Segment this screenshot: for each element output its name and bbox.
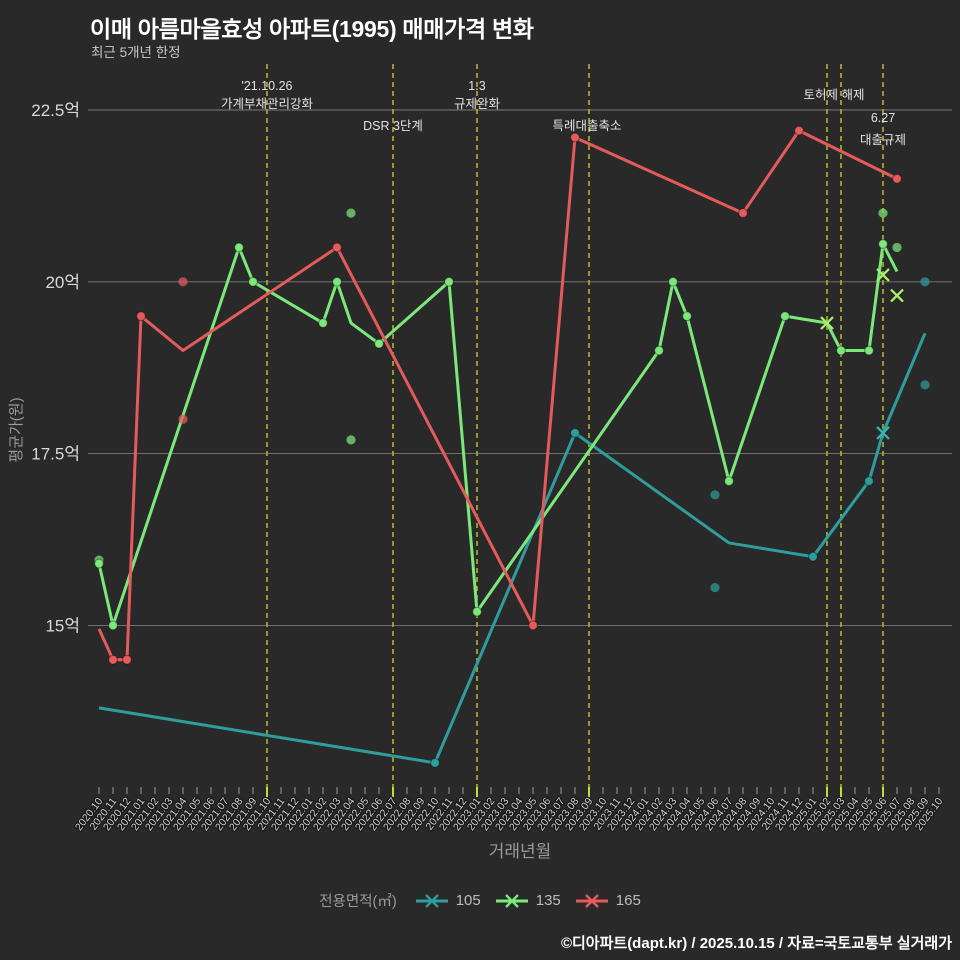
legend-item-105: 105: [415, 892, 481, 909]
legend-item-label: 105: [455, 892, 481, 909]
series-135-x-marker: [820, 316, 834, 330]
series-105-point: [430, 757, 441, 768]
series-135-x-marker: [890, 288, 904, 303]
series-135-point: [863, 345, 874, 356]
y-tick-label: 17.5억: [31, 445, 80, 464]
series-135: [93, 208, 904, 631]
y-axis-title: 평균가(원): [8, 397, 25, 462]
series-105-point: [807, 551, 818, 562]
series-135-point: [248, 276, 259, 287]
series-105-x-marker: [876, 426, 890, 440]
legend-line-x-icon: [495, 893, 528, 908]
series-105-point: [863, 476, 874, 487]
series-165-point: [891, 173, 902, 184]
legend-item-label: 135: [535, 892, 561, 909]
y-grid: 22.5억 20억 17.5억 15억: [31, 101, 952, 635]
series-135-point: [444, 276, 455, 287]
x-axis-title: 거래년월: [489, 842, 552, 861]
annotation-label: 토허제 해제: [804, 88, 865, 102]
page-title: 이매 아름마을효성 아파트(1995) 매매가격 변화: [90, 16, 534, 42]
series-135-point: [779, 311, 790, 322]
x-axis: 2020.102020.112020.122021.012021.022021.…: [72, 787, 947, 834]
annotation-label: 특례대출축소: [552, 119, 621, 133]
legend-line-x-icon: [575, 893, 608, 908]
series-165-scatter-point: [178, 277, 188, 287]
series-135-point: [667, 276, 678, 287]
series-135-point: [107, 620, 118, 631]
series-165-scatter-point: [178, 414, 188, 424]
series-165-point: [527, 620, 538, 631]
series-165-point: [121, 654, 132, 665]
y-tick-label: 15억: [45, 616, 80, 635]
series-105-line: [98, 332, 927, 765]
series-135-point: [374, 338, 385, 349]
series-105-scatter-point: [920, 380, 930, 390]
legend-item-165: 165: [575, 892, 641, 909]
series-135-line: [97, 242, 899, 627]
y-tick-label: 20억: [45, 273, 80, 292]
series-135-scatter-point: [878, 208, 888, 218]
annotation-label: '21.10.26: [241, 79, 292, 93]
series-105-point: [569, 427, 580, 438]
series-105-scatter-point: [710, 583, 720, 593]
series-135-scatter-point: [892, 242, 902, 253]
annotation-label: 1.3: [468, 79, 485, 93]
annotation-label: DSR 3단계: [363, 119, 423, 133]
annotation-label: 규제완화: [454, 97, 501, 111]
series-135-point: [318, 318, 329, 329]
series-135-point: [835, 345, 846, 356]
series-165: [97, 125, 902, 665]
y-tick-label: 22.5억: [31, 101, 80, 120]
series-135-x-marker: [876, 268, 890, 282]
series-105: [98, 277, 930, 768]
series-135-point: [653, 345, 664, 356]
series-135-point: [723, 476, 734, 487]
page-subtitle: 최근 5개년 한정: [91, 45, 181, 60]
series-135-point: [332, 276, 343, 287]
annotation-label: 대출규제: [860, 133, 906, 147]
credit-footer: ©디아파트(dapt.kr) / 2025.10.15 / 자료=국토교통부 실…: [560, 935, 952, 952]
legend: 전용면적(㎡) 105 135 165: [0, 890, 960, 911]
legend-item-135: 135: [495, 892, 561, 909]
series-135-scatter-point: [346, 208, 356, 218]
legend-item-label: 165: [615, 892, 641, 909]
series-165-point: [136, 311, 147, 322]
series-165-point: [332, 242, 343, 253]
legend-line-x-icon: [415, 893, 448, 908]
series-135-scatter-point: [346, 435, 356, 445]
annotation-lines: [266, 64, 884, 790]
series-135-point: [93, 558, 104, 569]
series-135-point: [681, 311, 692, 322]
series-165-point: [793, 125, 804, 136]
series-165-point: [737, 208, 748, 219]
annotation-label: 6.27: [871, 111, 895, 125]
annotation-label: 가계부채관리강화: [221, 97, 314, 111]
series-105-scatter-point: [710, 490, 720, 500]
series-165-point: [569, 132, 580, 143]
series-135-point: [472, 606, 483, 617]
legend-title: 전용면적(㎡): [319, 894, 397, 910]
series-135-point: [877, 239, 888, 250]
price-line-chart: 22.5억 20억 17.5억 15억 평균가(원) 거래년월 2020.102020.11…: [8, 64, 952, 861]
series-105-scatter-point: [920, 277, 930, 287]
series-135-point: [234, 242, 245, 253]
series-165-point: [107, 654, 118, 665]
